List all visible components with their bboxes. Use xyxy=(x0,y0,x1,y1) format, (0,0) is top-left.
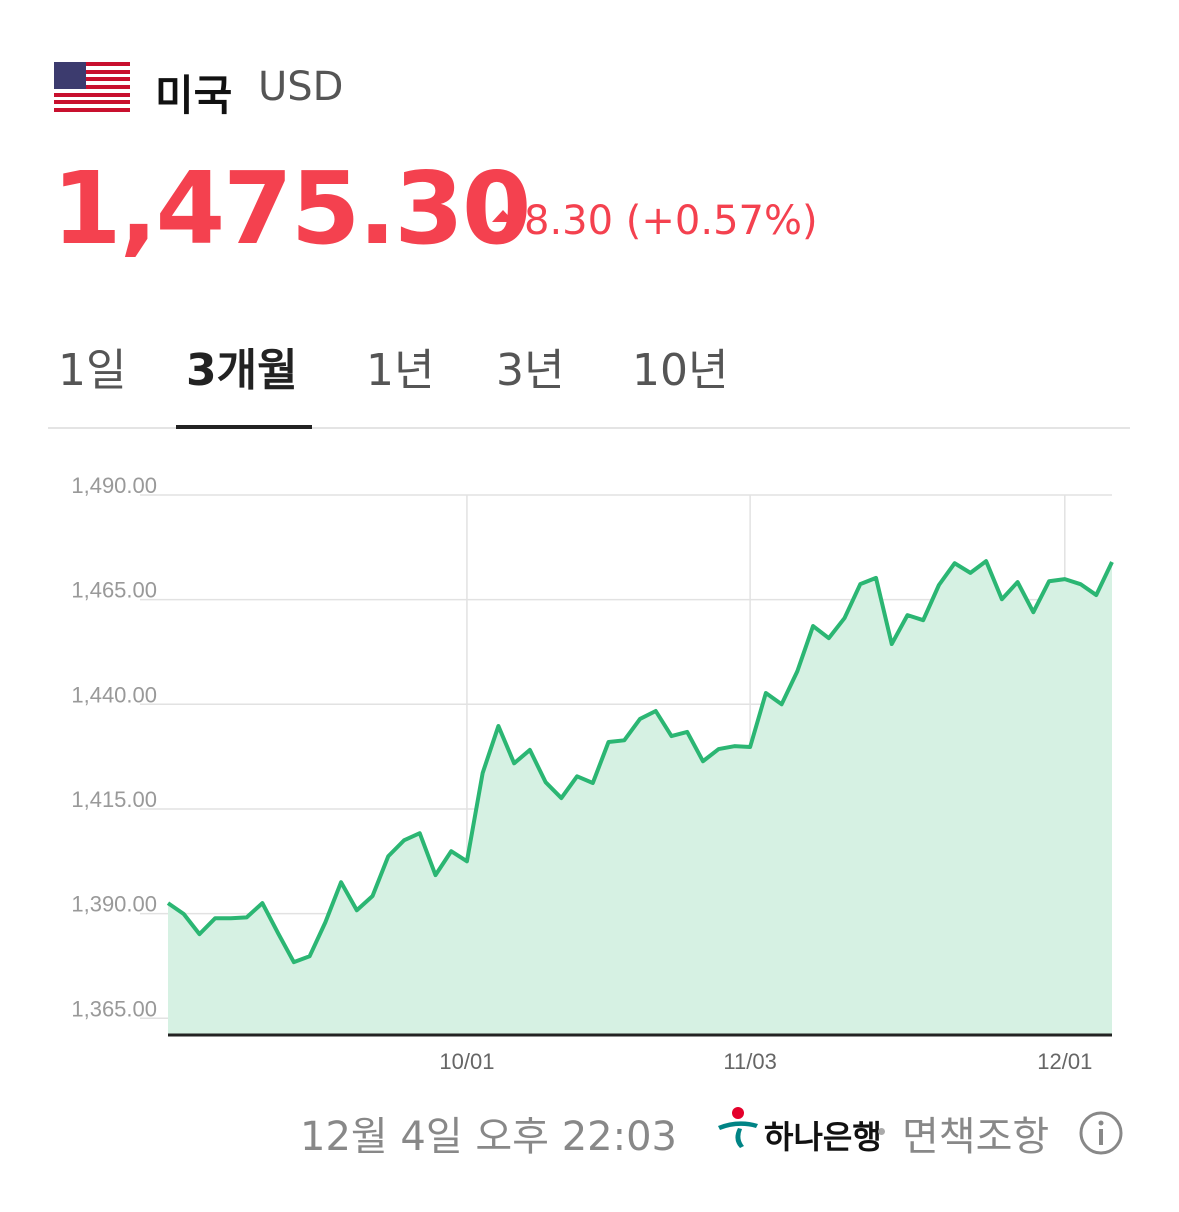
x-tick-label: 11/03 xyxy=(723,1049,776,1074)
separator-dot xyxy=(878,1128,885,1135)
tab[interactable]: 1년 xyxy=(366,345,435,396)
tab[interactable]: 1일 xyxy=(58,345,127,396)
tab-divider xyxy=(48,427,1130,429)
y-tick-label: 1,440.00 xyxy=(71,682,157,707)
timestamp: 12월 4일 오후 22:03 xyxy=(300,1114,677,1160)
y-tick-label: 1,465.00 xyxy=(71,578,157,603)
bank-logo xyxy=(718,1107,758,1148)
x-tick-label: 12/01 xyxy=(1037,1049,1092,1074)
price: 1,475.30 xyxy=(52,150,531,267)
tab[interactable]: 10년 xyxy=(632,345,729,396)
us-flag xyxy=(54,62,130,112)
tab-active[interactable]: 3개월 xyxy=(186,345,298,396)
bank-name: 하나은행 xyxy=(764,1118,882,1156)
up-arrow xyxy=(492,210,514,222)
y-tick-label: 1,390.00 xyxy=(71,892,157,917)
tab[interactable]: 3년 xyxy=(496,345,565,396)
y-tick-label: 1,490.00 xyxy=(71,473,157,498)
info-icon[interactable] xyxy=(1078,1110,1124,1156)
currency: USD xyxy=(258,64,344,110)
disclaimer[interactable]: 면책조항 xyxy=(902,1114,1050,1160)
line xyxy=(166,559,1114,965)
y-tick-label: 1,415.00 xyxy=(71,787,157,812)
y-tick-label: 1,365.00 xyxy=(71,996,157,1021)
tab-underline xyxy=(176,425,312,429)
change: 8.30 (+0.57%) xyxy=(524,198,818,244)
x-tick-label: 10/01 xyxy=(439,1049,494,1074)
country: 미국 xyxy=(155,71,233,120)
chart: 1,365.00 1,390.00 1,415.00 1,440.00 1,465.00… xyxy=(71,473,1114,1074)
area xyxy=(168,561,1112,1035)
